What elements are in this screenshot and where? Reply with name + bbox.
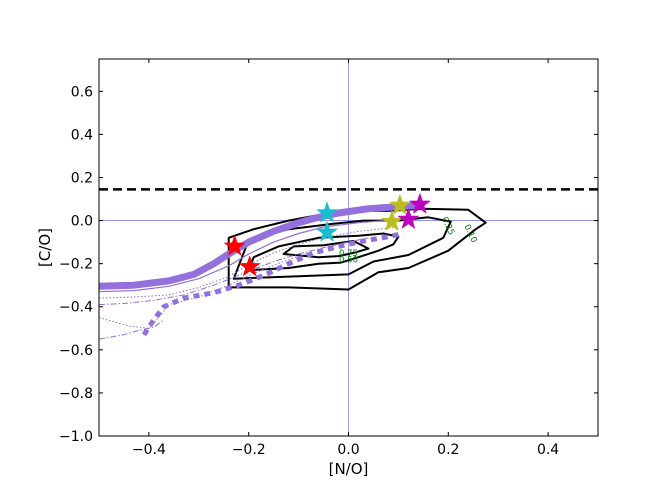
contour-label: 0.75 (339, 249, 358, 259)
x-tick-label: 0.2 (437, 442, 459, 458)
x-tick-label: −0.2 (232, 442, 266, 458)
reference-lines (99, 59, 598, 436)
y-tick-label: −0.4 (59, 300, 93, 316)
y-tick-label: −0.6 (59, 343, 93, 359)
model-track (99, 237, 369, 306)
x-axis-label: [N/O] (329, 460, 369, 478)
star-marker (223, 234, 246, 256)
model-track (99, 218, 399, 293)
star-marker (238, 255, 261, 277)
x-axis-ticks: −0.4 −0.2 0.0 0.2 0.4 (132, 59, 559, 458)
contour-line (282, 240, 370, 259)
contour-line (227, 207, 487, 291)
model-track (141, 231, 404, 337)
y-tick-label: −1.0 (59, 429, 93, 445)
x-tick-label: 0.4 (537, 442, 559, 458)
x-tick-label: 0.0 (337, 442, 359, 458)
star-marker (315, 201, 339, 223)
model-track (99, 319, 165, 340)
star-marker (397, 207, 420, 230)
star-marker (380, 209, 404, 232)
y-tick-label: 0.2 (71, 170, 93, 186)
contour-line (247, 232, 400, 272)
contour-line (232, 216, 452, 280)
star-marker (388, 193, 412, 216)
y-tick-label: 0.4 (71, 127, 93, 143)
contour-lines (227, 207, 487, 291)
y-tick-label: −0.2 (59, 257, 93, 273)
y-axis-label: [C/O] (36, 228, 54, 267)
x-tick-label: −0.4 (132, 442, 166, 458)
model-track (99, 252, 309, 329)
y-tick-label: −0.8 (59, 386, 93, 402)
model-tracks (99, 202, 422, 340)
model-track (99, 202, 422, 290)
contour-label: 0.50 (339, 256, 358, 266)
y-tick-label: 0.6 (71, 84, 93, 100)
star-marker (408, 192, 432, 214)
star-marker (315, 220, 339, 242)
star-markers (223, 192, 432, 277)
y-tick-label: 0.0 (71, 214, 93, 230)
y-axis-ticks: 0.6 0.4 0.2 0.0 −0.2 −0.4 −0.6 −0.8 −1.0 (59, 84, 598, 445)
